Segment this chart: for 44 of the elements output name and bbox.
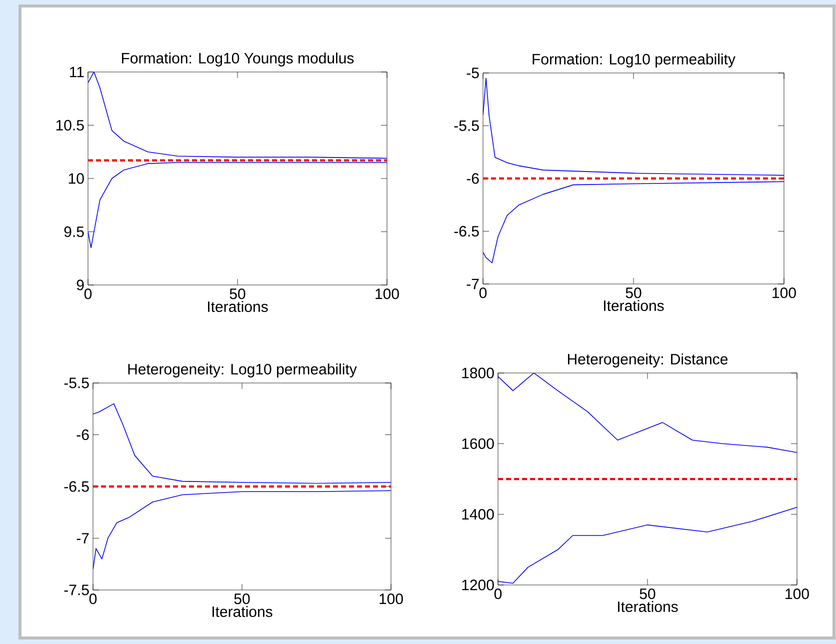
chart-title: Formation: Log10 permeability (532, 53, 736, 68)
y-tick-label: 10.5 (56, 120, 84, 131)
y-tick-label: 1800 (462, 368, 494, 378)
x-tick-label: 100 (786, 588, 809, 600)
x-axis-title: Iterations (618, 601, 678, 612)
y-tick-label: -7 (76, 533, 89, 544)
chart-title: Heterogeneity: Log10 permeability (128, 363, 357, 378)
x-tick-label: 100 (380, 594, 403, 604)
y-tick-label: 1200 (462, 580, 494, 590)
y-tick-label: -7.5 (64, 584, 89, 596)
x-tick-label: 0 (89, 594, 97, 604)
x-tick-label: 0 (494, 588, 502, 600)
x-tick-label: 100 (376, 288, 399, 300)
x-tick-label: 50 (640, 588, 656, 600)
y-tick-label: -6 (76, 429, 89, 440)
line-series (498, 506, 797, 584)
y-tick-label: 1600 (462, 438, 494, 449)
y-tick-label: -5 (466, 68, 479, 78)
y-tick-label: 9.5 (64, 226, 84, 238)
x-axis-title: Iterations (208, 301, 268, 312)
y-tick-label: 10 (68, 173, 84, 184)
x-tick-label: 0 (479, 288, 487, 298)
x-axis-title: Iterations (212, 606, 272, 618)
y-tick-label: -6.5 (454, 226, 479, 237)
line-series (88, 72, 388, 159)
y-tick-label: -6.5 (64, 481, 89, 492)
x-tick-label: 50 (230, 288, 246, 300)
y-tick-label: 1400 (462, 509, 494, 520)
x-axis-title: Iterations (604, 300, 664, 312)
y-tick-label: -5.5 (64, 378, 89, 388)
y-tick-label: 9 (76, 280, 84, 290)
x-tick-label: 50 (234, 594, 250, 604)
line-series (93, 490, 392, 570)
y-tick-label: -5.5 (454, 120, 479, 131)
x-tick-label: 100 (772, 288, 796, 298)
line-series (93, 403, 392, 484)
chart-title: Heterogeneity: Distance (568, 353, 728, 368)
x-tick-label: 50 (626, 288, 642, 298)
x-tick-label: 0 (84, 288, 92, 300)
y-tick-label: -6 (466, 173, 479, 184)
line-series (498, 372, 797, 453)
y-tick-label: -7 (466, 278, 479, 290)
chart-title: Formation: Log10 Youngs modulus (122, 52, 354, 66)
y-tick-label: 11 (70, 66, 84, 78)
